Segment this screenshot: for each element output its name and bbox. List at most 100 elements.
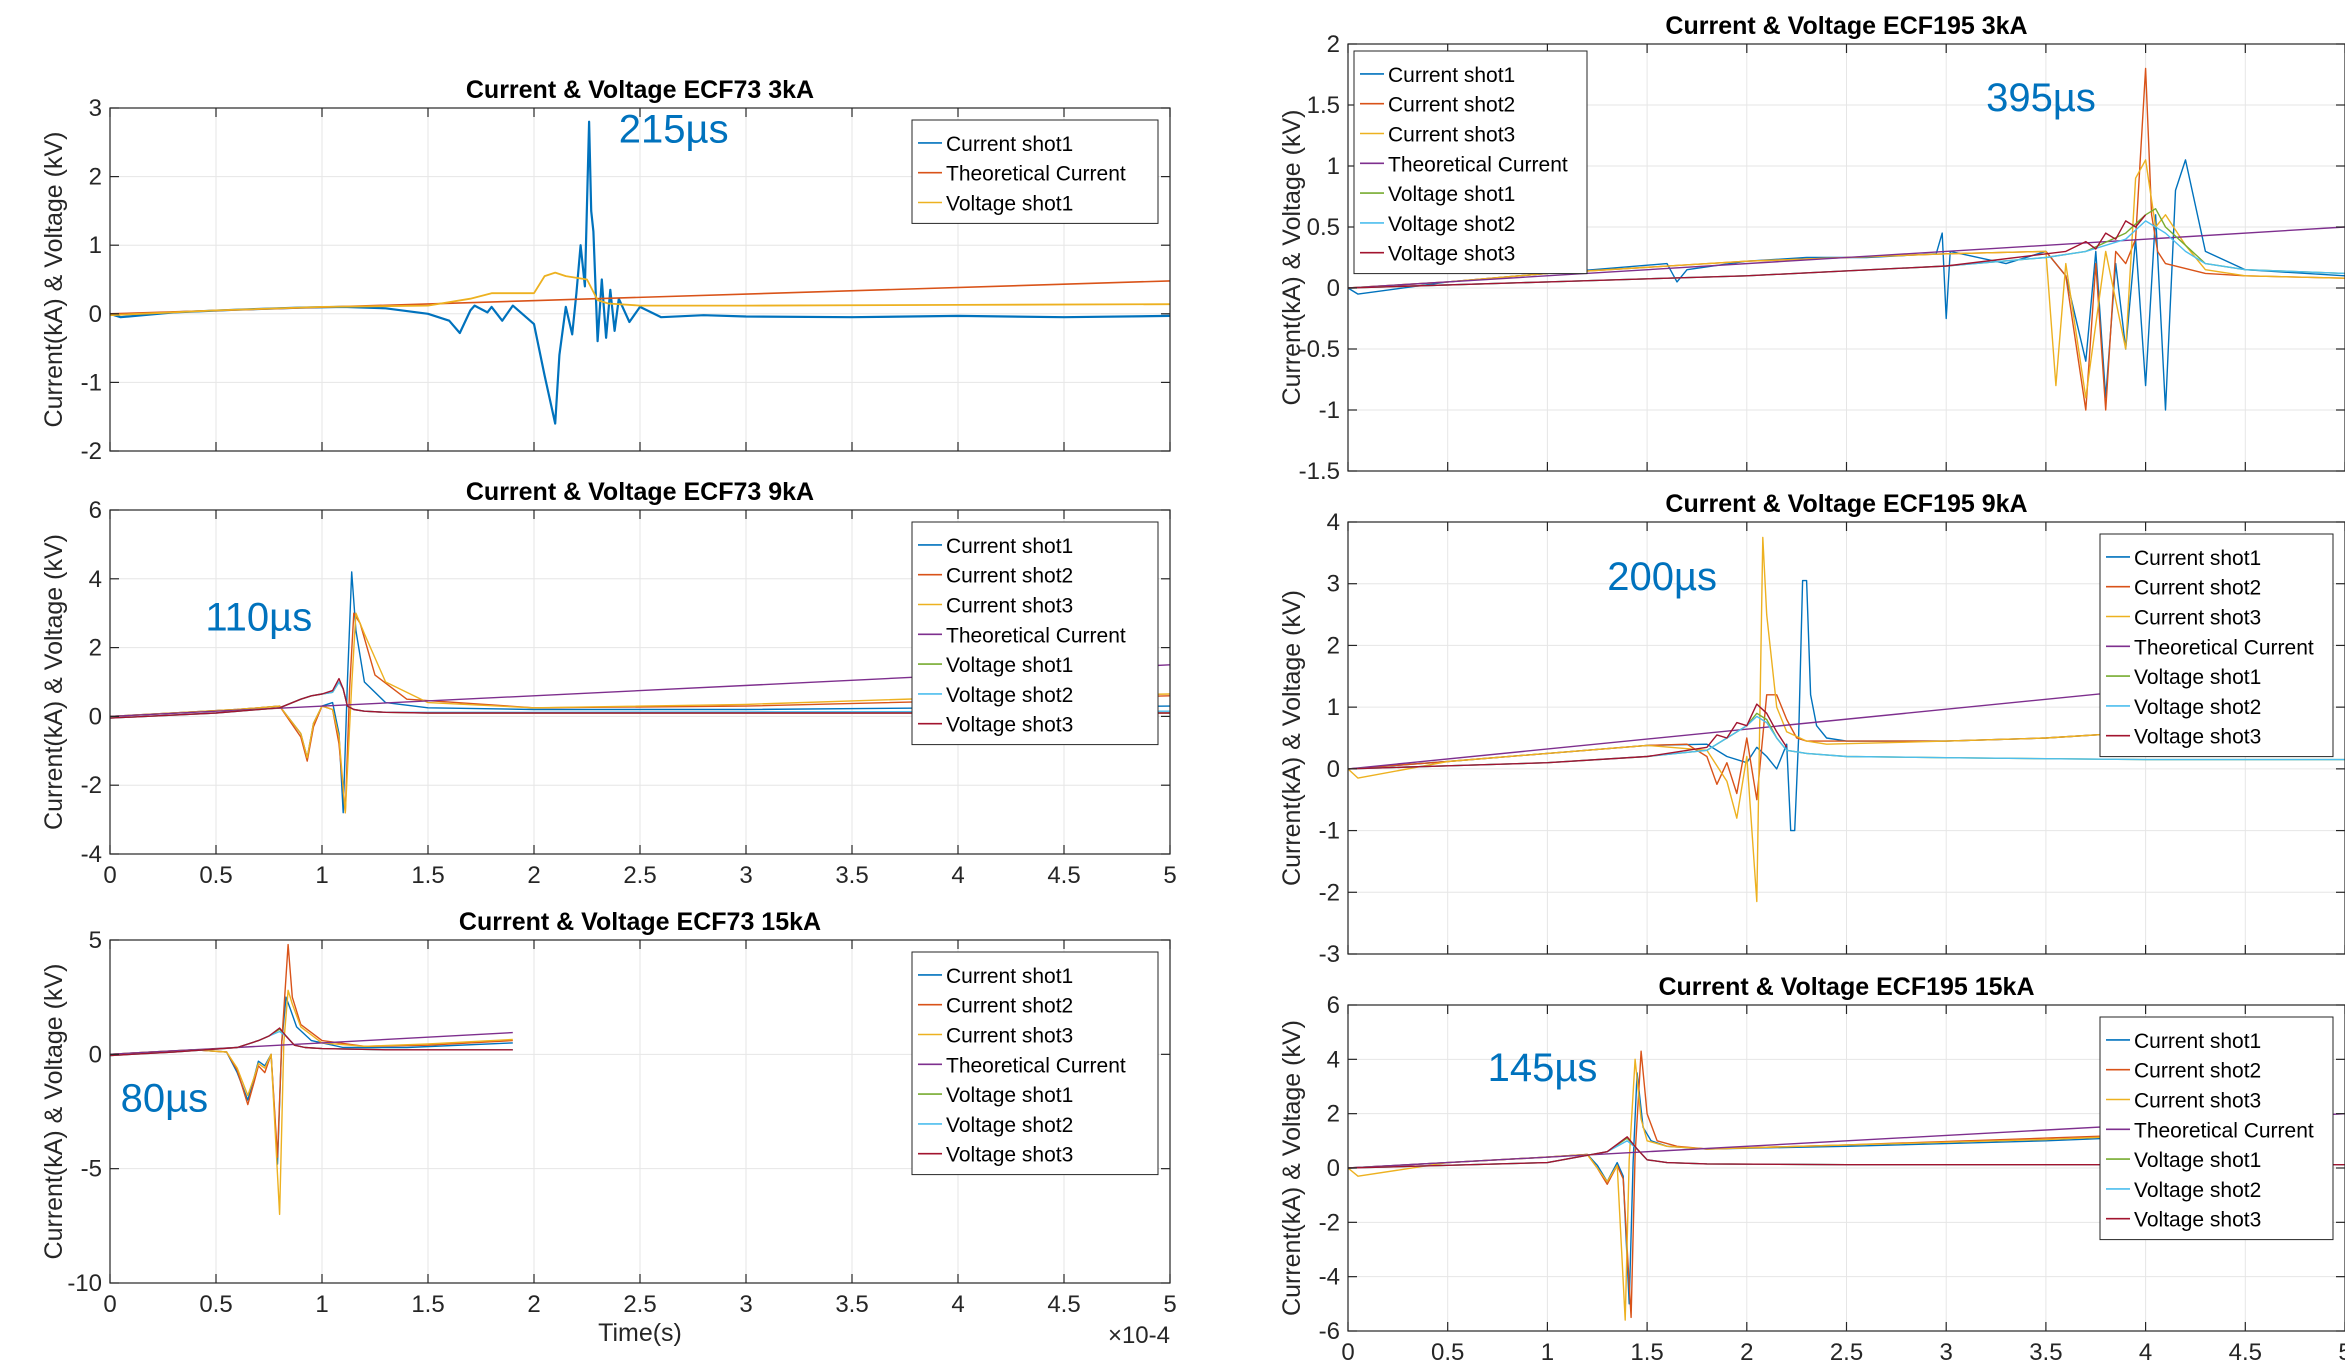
x-tick-label: 2.5 xyxy=(1830,1339,1863,1361)
x-tick-label: 1.5 xyxy=(411,1291,444,1318)
legend-entry: Voltage shot2 xyxy=(2134,696,2261,719)
legend-entry: Theoretical Current xyxy=(2134,636,2314,659)
y-axis-label: Current(kA) & Voltage (kV) xyxy=(40,964,68,1260)
x-tick-label: 2 xyxy=(527,1291,540,1318)
legend-entry: Theoretical Current xyxy=(946,163,1126,186)
series-group xyxy=(110,120,1170,425)
x-tick-label: 1 xyxy=(315,1291,328,1318)
legend: Current shot1 Current shot2 Current shot3 T… xyxy=(2099,533,2334,758)
chart-title: Current & Voltage ECF195 15kA xyxy=(1658,973,2034,1001)
legend-entry: Current shot3 xyxy=(2134,1090,2261,1113)
x-tick-label: 4.5 xyxy=(2229,1339,2262,1361)
series-group xyxy=(1348,536,2345,903)
annotation-label: 215µs xyxy=(619,107,729,151)
y-axis-label: Current(kA) & Voltage (kV) xyxy=(40,534,68,830)
legend-entry: Voltage shot1 xyxy=(946,1084,1073,1107)
y-tick-label: -2 xyxy=(1319,879,1340,906)
y-tick-label: 4 xyxy=(1327,1046,1340,1073)
legend-entry: Voltage shot1 xyxy=(2134,1149,2261,1172)
y-tick-label: -2 xyxy=(81,772,102,799)
y-tick-label: -5 xyxy=(81,1156,102,1183)
legend-box xyxy=(911,521,1159,746)
y-tick-label: 3 xyxy=(89,95,102,122)
legend: Current shot1 Current shot2 Current shot3 T… xyxy=(1353,50,1588,275)
y-tick-label: 3 xyxy=(1327,571,1340,598)
series-line-theoretical-current xyxy=(1348,678,2246,770)
legend-entry: Current shot3 xyxy=(946,595,1073,618)
x-axis-exponent: ×10-4 xyxy=(1108,1322,1170,1349)
y-tick-label: -1.5 xyxy=(1299,458,1340,485)
x-tick-label: 1 xyxy=(1541,1339,1554,1361)
legend-entry: Current shot1 xyxy=(2134,1030,2261,1053)
annotation-label: 145µs xyxy=(1488,1046,1598,1090)
chart-ecf73-15ka: 0 0.5 1 1.5 2 2.5 3 3.5 4 4.5 5 -10 -5 0 5 Current & Vo… xyxy=(40,908,1177,1349)
y-tick-label: 1 xyxy=(1327,694,1340,721)
y-tick-label: 4 xyxy=(89,566,102,593)
legend-entry: Voltage shot3 xyxy=(1388,243,1515,266)
y-axis-label: Current(kA) & Voltage (kV) xyxy=(1278,110,1306,406)
series-group xyxy=(1348,67,2345,411)
legend-entry: Voltage shot1 xyxy=(946,654,1073,677)
series-group xyxy=(1348,1050,2345,1321)
x-tick-label: 5 xyxy=(1163,1291,1176,1318)
x-tick-label: 2 xyxy=(527,862,540,889)
legend-box xyxy=(911,119,1159,224)
legend-entry: Current shot2 xyxy=(2134,1060,2261,1083)
legend: Current shot1 Current shot2 Current shot3 T… xyxy=(2099,1016,2334,1241)
legend-entry: Current shot2 xyxy=(1388,94,1515,117)
y-tick-label: -1 xyxy=(1319,397,1340,424)
chart-ecf73-3ka: -2 -1 0 1 2 3 Current & Voltage ECF73 3kA Curre… xyxy=(40,76,1171,465)
x-tick-label: 0.5 xyxy=(1431,1339,1464,1361)
legend-box xyxy=(911,951,1159,1176)
series-line-voltage-shot3 xyxy=(110,677,1170,719)
legend: Current shot1 Current shot2 Current shot3 T… xyxy=(911,521,1159,746)
y-tick-label: 0 xyxy=(89,1041,102,1068)
chart-ecf73-9ka: 0 0.5 1 1.5 2 2.5 3 3.5 4 4.5 5 -4 -2 0 2 4 6 Current & V… xyxy=(40,478,1177,889)
x-tick-label: 4 xyxy=(951,1291,964,1318)
legend-entry: Current shot1 xyxy=(946,133,1073,156)
x-tick-label: 4 xyxy=(951,862,964,889)
legend: Current shot1 Current shot2 Current shot3 T… xyxy=(911,951,1159,1176)
legend-entry: Current shot1 xyxy=(946,535,1073,558)
y-tick-label: 6 xyxy=(1327,992,1340,1019)
legend: Current shot1 Theoretical Current Voltage … xyxy=(911,119,1159,224)
annotation-label: 110µs xyxy=(205,595,312,639)
series-line-voltage-shot3 xyxy=(1348,703,1788,770)
legend-entry: Voltage shot1 xyxy=(1388,183,1515,206)
legend-entry: Theoretical Current xyxy=(1388,153,1568,176)
x-tick-label: 0 xyxy=(1341,1339,1354,1361)
legend-entry: Voltage shot2 xyxy=(946,684,1073,707)
x-tick-label: 2.5 xyxy=(623,862,656,889)
chart-title: Current & Voltage ECF73 9kA xyxy=(466,478,814,506)
y-tick-label: -4 xyxy=(81,841,102,868)
y-tick-label: 2 xyxy=(1327,31,1340,58)
x-tick-label: 5 xyxy=(2338,1339,2345,1361)
legend-entry: Voltage shot2 xyxy=(946,1114,1073,1137)
x-tick-label: 0 xyxy=(103,862,116,889)
y-tick-label: 2 xyxy=(1327,1101,1340,1128)
series-line-voltage-shot3 xyxy=(1348,214,2147,289)
series-line-voltage-shot3 xyxy=(1348,1136,2345,1169)
legend-entry: Voltage shot3 xyxy=(2134,726,2261,749)
chart-title: Current & Voltage ECF73 3kA xyxy=(466,76,814,104)
y-axis-label: Current(kA) & Voltage (kV) xyxy=(40,132,68,428)
annotation-label: 395µs xyxy=(1986,76,2096,120)
y-axis-label: Current(kA) & Voltage (kV) xyxy=(1278,590,1306,886)
chart-title: Current & Voltage ECF195 3kA xyxy=(1665,12,2027,40)
series-group xyxy=(110,571,1170,814)
chart-ecf195-9ka: -3 -2 -1 0 1 2 3 4 Current & Voltage ECF195 9kA C… xyxy=(1278,490,2345,968)
y-tick-label: 0 xyxy=(1327,756,1340,783)
legend-entry: Theoretical Current xyxy=(2134,1119,2314,1142)
y-tick-label: -3 xyxy=(1319,941,1340,968)
y-tick-label: 0 xyxy=(89,301,102,328)
y-tick-label: -6 xyxy=(1319,1318,1340,1345)
legend-entry: Current shot3 xyxy=(2134,607,2261,630)
series-line-voltage-shot3 xyxy=(110,1027,513,1057)
series-line-theoretical-current xyxy=(1348,226,2345,289)
legend-entry: Voltage shot3 xyxy=(2134,1209,2261,1232)
series-line-current-shot2 xyxy=(1348,694,2246,801)
legend-entry: Current shot3 xyxy=(1388,124,1515,147)
chart-title: Current & Voltage ECF73 15kA xyxy=(459,908,821,936)
x-tick-label: 0.5 xyxy=(199,1291,232,1318)
